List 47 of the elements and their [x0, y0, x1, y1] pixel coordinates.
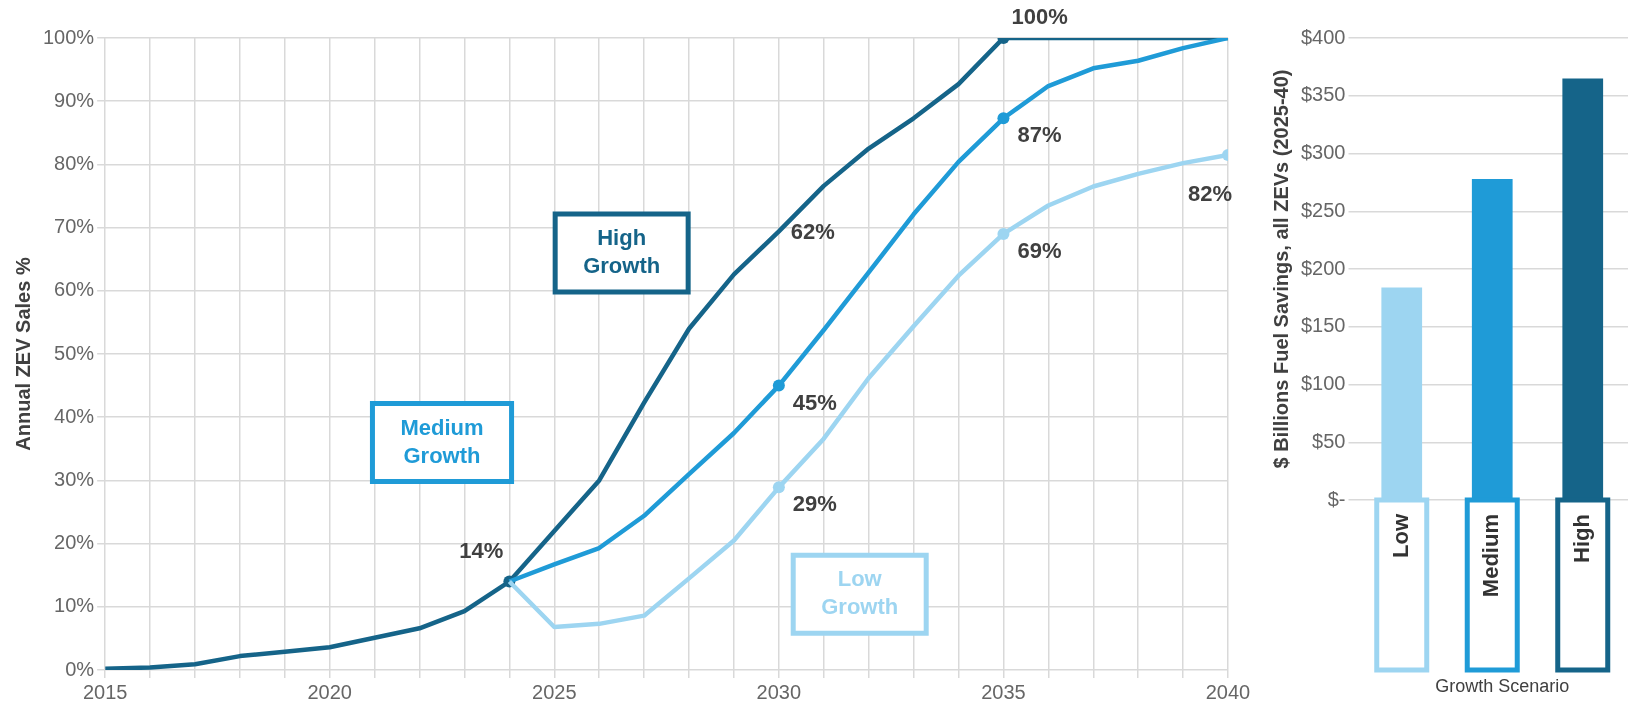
y-tick-label: 10%	[54, 594, 95, 617]
y-tick-label: 50%	[54, 341, 95, 364]
y-axis-title: Annual ZEV Sales %	[11, 257, 34, 451]
data-label: 69%	[1017, 237, 1062, 263]
y-tick-label: $250	[1300, 198, 1346, 221]
data-label: 100%	[1011, 4, 1068, 30]
data-label: 14%	[459, 537, 504, 563]
y-tick-label: $150	[1300, 314, 1346, 337]
x-tick-label: 2015	[82, 680, 128, 703]
text: High Growth	[583, 224, 661, 278]
point	[997, 112, 1010, 125]
x-axis-title: Growth Scenario	[1435, 675, 1570, 696]
data-label: 29%	[792, 491, 837, 517]
y-tick-label: 90%	[54, 88, 95, 111]
data-label: 45%	[792, 389, 837, 415]
x-tick-label: High	[1568, 514, 1594, 563]
x-tick-label: 2035	[981, 680, 1026, 703]
y-tick-label: 80%	[54, 151, 95, 174]
x-tick-label: 2040	[1205, 680, 1251, 703]
y-tick-label: 0%	[65, 657, 95, 680]
y-tick-label: $50	[1312, 429, 1346, 452]
y-tick-label: $200	[1300, 256, 1346, 279]
point	[772, 481, 785, 494]
text: Medium Growth	[400, 414, 484, 468]
y-tick-label: $100	[1300, 372, 1346, 395]
data-label: 87%	[1017, 122, 1062, 148]
x-tick-label: Low	[1387, 513, 1413, 558]
y-axis-title: $ Billions Fuel Savings, all ZEVs (2025-40)	[1269, 69, 1292, 469]
point	[772, 379, 785, 392]
y-tick-label: 40%	[54, 404, 95, 427]
y-tick-label: 100%	[43, 25, 95, 48]
x-tick-label: 2020	[307, 680, 352, 703]
y-tick-label: 70%	[54, 215, 95, 238]
y-tick-label: 20%	[54, 531, 95, 554]
text: Low Growth	[821, 566, 899, 620]
y-tick-label: $350	[1300, 83, 1346, 106]
y-tick-label: $400	[1300, 25, 1346, 48]
y-tick-label: 60%	[54, 278, 95, 301]
y-tick-label: $300	[1300, 141, 1346, 164]
point	[997, 227, 1010, 240]
x-tick-label: 2025	[532, 680, 577, 703]
annotation: 62%	[790, 219, 835, 245]
x-tick-label: 2030	[756, 680, 802, 703]
data-label: 82%	[1187, 180, 1232, 206]
y-tick-label: 30%	[54, 467, 95, 490]
x-tick-label: Medium	[1478, 514, 1504, 598]
y-tick-label: $-	[1327, 487, 1346, 510]
